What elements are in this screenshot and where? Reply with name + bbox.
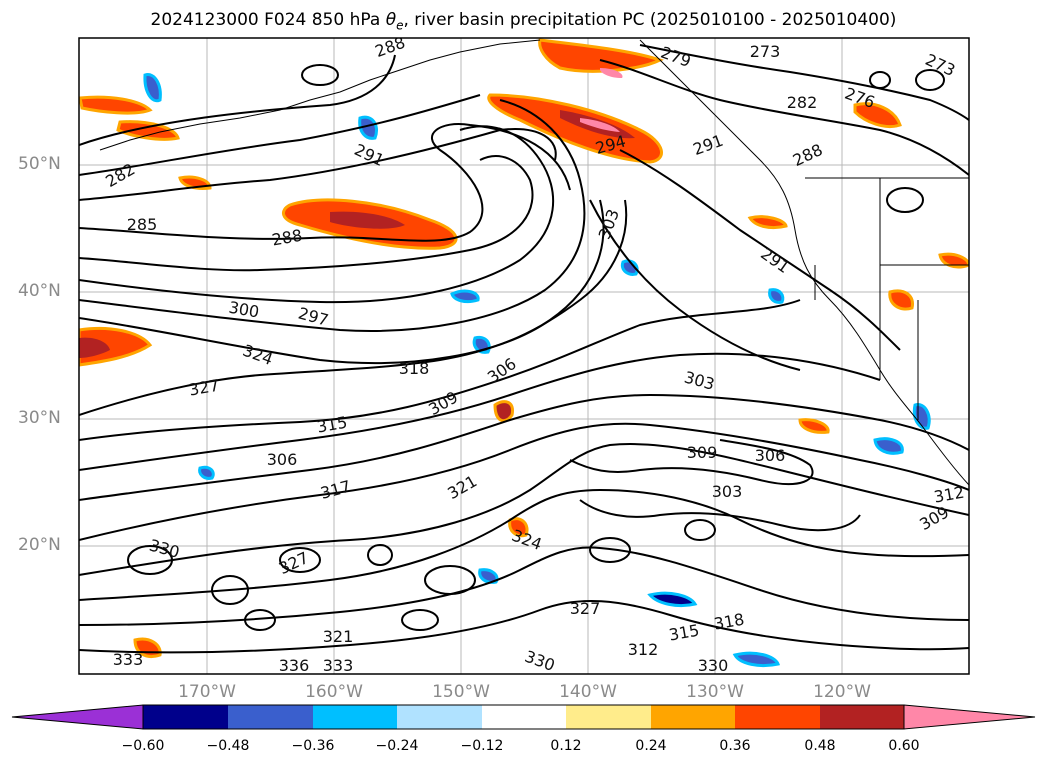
precip-blob-positive (538, 38, 664, 73)
precip-blob-positive (747, 215, 788, 230)
lat-label: 40°N (18, 281, 61, 301)
map-frame (78, 37, 970, 675)
contour-label: 333 (323, 656, 354, 675)
contour-label: 318 (399, 359, 430, 378)
theta-e-contours (79, 44, 969, 654)
precip-blob-negative (358, 115, 378, 140)
precip-blob-positive (888, 289, 915, 311)
precip-blob-negative (620, 259, 639, 276)
colorbar-segment (651, 705, 735, 729)
precip-blob-positive (938, 252, 969, 269)
precip-blob-negative (143, 73, 162, 103)
precip-blob-positive (79, 337, 110, 358)
precip-shading (79, 38, 969, 668)
colorbar-tick: −0.60 (121, 738, 165, 754)
colorbar-tick: 0.24 (635, 738, 667, 754)
colorbar-tick: 0.12 (550, 738, 582, 754)
precip-blob-positive (79, 326, 153, 367)
colorbar-segment (143, 705, 228, 729)
lon-label: 130°W (686, 682, 744, 702)
contour-label: 273 (750, 42, 781, 61)
colorbar-tick: 0.36 (719, 738, 751, 754)
contour-label: 303 (712, 482, 743, 501)
colorbar-tick: −0.48 (206, 738, 250, 754)
colorbar (11, 704, 1036, 730)
precip-blob-negative (647, 591, 698, 608)
contour-label: 282 (787, 93, 818, 112)
precip-blob-negative (873, 437, 904, 455)
lon-label: 140°W (559, 682, 617, 702)
contour-label: 321 (323, 627, 354, 646)
title-suffix: , river basin precipitation PC (20250101… (403, 10, 897, 30)
theta-e-small-contours (127, 64, 945, 631)
precip-blob-positive (508, 517, 529, 538)
colorbar-segment (482, 705, 566, 729)
contour-label: 285 (127, 215, 158, 234)
title-subscript: e (396, 18, 404, 33)
colorbar-segment (228, 705, 313, 729)
precip-blob-positive (600, 68, 623, 78)
lat-label: 50°N (18, 154, 61, 174)
precip-blob-positive (487, 93, 663, 164)
precip-blob-negative (732, 651, 781, 668)
precip-blob-positive (798, 418, 830, 434)
colorbar-tick: 0.48 (804, 738, 836, 754)
precip-blob-negative (478, 568, 499, 584)
precip-blob-positive (116, 120, 180, 141)
colorbar-frame (142, 704, 905, 730)
colorbar-segment (397, 705, 482, 729)
precip-blob-negative (768, 288, 785, 304)
contour-label: 309 (687, 443, 718, 462)
colorbar-segment (313, 705, 397, 729)
contour-label: 306 (755, 446, 786, 465)
colorbar-segment (820, 705, 904, 729)
colorbar-low-extension (11, 704, 144, 730)
contour-label: 333 (113, 650, 144, 669)
precip-blob-positive (79, 95, 153, 115)
precip-blob-positive (330, 211, 405, 229)
colorbar-high-extension (903, 704, 1036, 730)
title-theta: θ (385, 10, 397, 30)
precip-blob-positive (580, 118, 620, 132)
title-prefix: 2024123000 F024 850 hPa (150, 10, 386, 30)
map-area: 288 279 273 276 273 282 291 294 288 282 … (79, 38, 969, 675)
precip-blob-positive (853, 102, 902, 128)
colorbar-tick: 0.60 (888, 738, 920, 754)
colorbar-tick: −0.12 (460, 738, 504, 754)
precip-blob-negative (198, 465, 215, 480)
contour-label: 330 (698, 656, 729, 675)
map-title: 2024123000 F024 850 hPa θe, river basin … (0, 10, 1047, 32)
lon-label: 120°W (813, 682, 871, 702)
lat-label: 20°N (18, 535, 61, 555)
contour-label: 327 (570, 599, 601, 618)
contour-label: 336 (279, 656, 310, 675)
lon-label: 150°W (432, 682, 490, 702)
colorbar-segment (566, 705, 651, 729)
coastlines (99, 39, 969, 486)
lon-label: 160°W (305, 682, 363, 702)
colorbar-segment (735, 705, 820, 729)
lat-label: 30°N (18, 408, 61, 428)
lon-label: 170°W (178, 682, 236, 702)
contour-label: 312 (628, 640, 659, 659)
colorbar-tick: −0.36 (291, 738, 335, 754)
colorbar-tick: −0.24 (375, 738, 419, 754)
precip-blob-negative (450, 289, 480, 304)
precip-blob-positive (493, 400, 515, 423)
contour-label: 306 (267, 450, 298, 469)
